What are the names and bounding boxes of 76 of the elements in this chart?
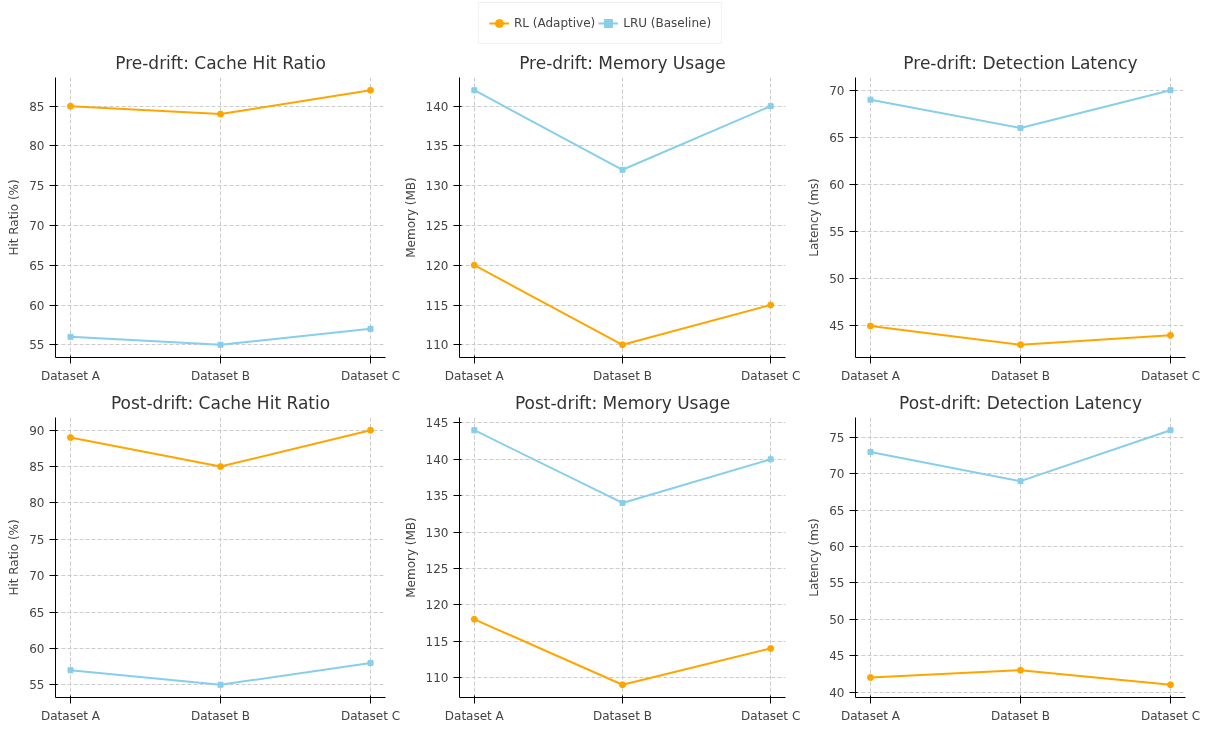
y-tick-label: 120 <box>425 598 449 613</box>
chart-title: Pre-drift: Detection Latency <box>903 52 1138 73</box>
y-tick-label: 120 <box>425 258 449 273</box>
y-tick-label: 60 <box>29 641 45 656</box>
y-axis-title: Latency (ms) <box>807 178 822 257</box>
y-axis-title: Hit Ratio (%) <box>7 519 22 596</box>
y-tick-label: 70 <box>829 467 845 482</box>
y-tick-label: 140 <box>425 452 449 467</box>
x-tick-label: Dataset B <box>592 368 653 383</box>
y-tick-label: 70 <box>829 83 845 98</box>
y-tick-label: 110 <box>425 671 449 685</box>
y-tick-label: 125 <box>425 218 449 233</box>
y-tick-label: 85 <box>29 99 45 114</box>
chart-title: Post-drift: Memory Usage <box>514 392 731 413</box>
chart-title: Pre-drift: Cache Hit Ratio <box>115 52 326 73</box>
y-tick-label: 80 <box>29 139 45 154</box>
x-tick-label: Dataset B <box>190 708 251 723</box>
y-axis-title: Latency (ms) <box>807 518 822 597</box>
y-tick-label: 75 <box>29 179 45 194</box>
y-tick-label: 75 <box>829 431 845 445</box>
legend-label: LRU (Baseline) <box>623 15 712 30</box>
chart-title: Pre-drift: Memory Usage <box>519 52 726 73</box>
x-tick-label: Dataset C <box>340 708 401 723</box>
y-tick-label: 115 <box>425 634 449 649</box>
x-tick-label: Dataset A <box>840 708 901 723</box>
y-tick-label: 50 <box>829 612 845 627</box>
x-tick-label: Dataset C <box>1140 368 1201 383</box>
y-tick-label: 45 <box>829 319 845 334</box>
x-tick-label: Dataset C <box>741 368 801 383</box>
x-tick-label: Dataset B <box>592 708 653 723</box>
chart-title: Post-drift: Cache Hit Ratio <box>110 392 331 413</box>
y-axis-title: Hit Ratio (%) <box>7 179 22 256</box>
legend-label: RL (Adaptive) <box>513 15 596 30</box>
y-tick-label: 65 <box>29 258 45 273</box>
y-tick-label: 60 <box>29 298 45 313</box>
y-axis-title: Memory (MB) <box>403 517 418 598</box>
y-tick-label: 90 <box>29 423 45 438</box>
y-tick-label: 45 <box>829 649 845 664</box>
x-tick-label: Dataset A <box>40 368 101 383</box>
y-tick-label: 70 <box>29 569 45 584</box>
chart-title: Post-drift: Detection Latency <box>899 392 1142 413</box>
x-tick-label: Dataset B <box>190 368 251 383</box>
x-tick-label: Dataset A <box>840 368 901 383</box>
y-tick-label: 65 <box>29 605 45 620</box>
x-tick-label: Dataset B <box>990 708 1051 723</box>
y-tick-label: 140 <box>425 99 449 114</box>
y-tick-label: 55 <box>829 576 845 591</box>
y-tick-label: 80 <box>29 496 45 511</box>
y-axis-title: Memory (MB) <box>403 177 418 258</box>
y-tick-label: 55 <box>829 225 845 240</box>
y-tick-label: 50 <box>829 272 845 287</box>
y-tick-label: 75 <box>29 532 45 547</box>
y-tick-label: 65 <box>829 503 845 518</box>
y-tick-label: 130 <box>425 179 449 194</box>
y-tick-label: 115 <box>425 298 449 313</box>
x-tick-label: Dataset C <box>1140 708 1201 723</box>
y-tick-label: 110 <box>425 338 449 353</box>
y-tick-label: 145 <box>425 416 449 431</box>
x-tick-label: Dataset A <box>40 708 101 723</box>
y-tick-label: 60 <box>829 178 845 192</box>
y-tick-label: 70 <box>29 218 45 233</box>
y-tick-label: 125 <box>425 561 449 576</box>
x-tick-label: Dataset C <box>340 368 401 383</box>
x-tick-label: Dataset A <box>444 708 505 723</box>
y-tick-label: 135 <box>425 489 449 504</box>
y-tick-label: 40 <box>829 685 845 700</box>
y-tick-label: 85 <box>29 460 45 475</box>
y-tick-label: 130 <box>425 525 449 540</box>
y-tick-label: 135 <box>425 139 449 154</box>
x-tick-label: Dataset C <box>741 708 801 723</box>
y-tick-label: 55 <box>29 678 45 693</box>
y-tick-label: 55 <box>29 338 45 353</box>
y-tick-label: 65 <box>829 130 845 145</box>
x-tick-label: Dataset B <box>990 368 1051 383</box>
y-tick-label: 60 <box>829 540 845 555</box>
x-tick-label: Dataset A <box>444 368 505 383</box>
